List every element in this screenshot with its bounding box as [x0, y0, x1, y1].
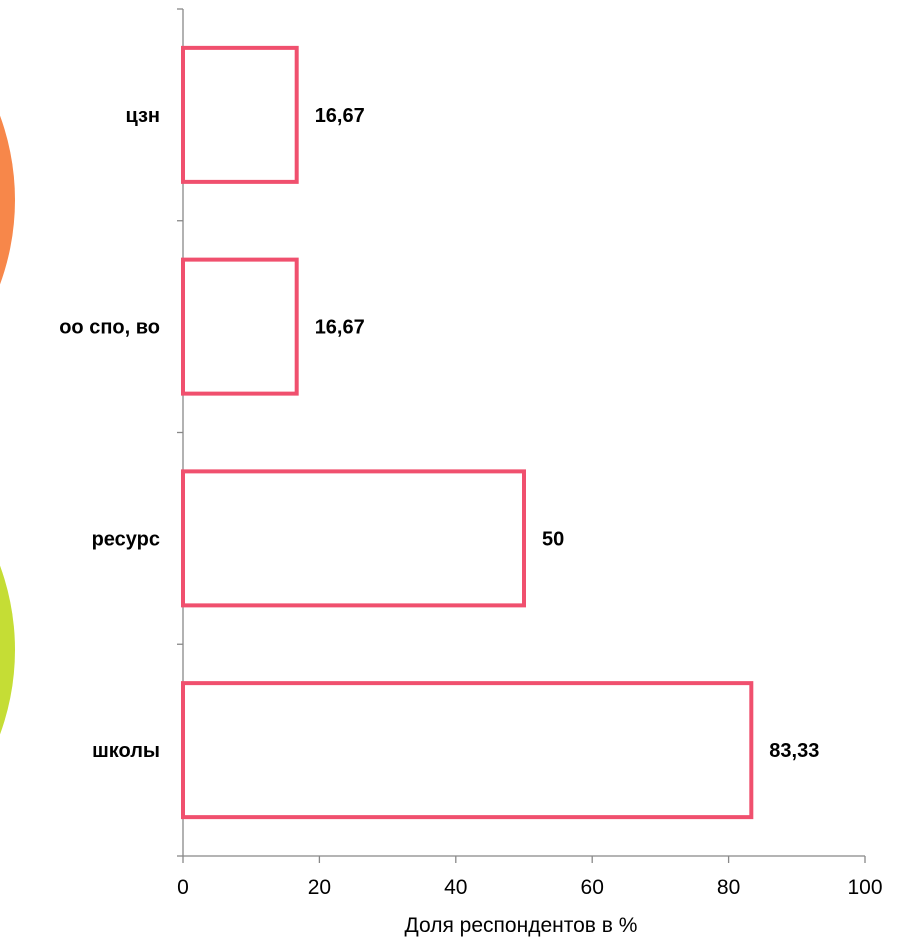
category-label: цзн [125, 105, 160, 127]
x-tick-label: 80 [717, 876, 740, 899]
chart-bars [181, 45, 754, 820]
x-tick-label: 20 [308, 876, 331, 899]
chart-axes: 0 20 40 60 80 100 [177, 8, 883, 899]
x-tick-label: 100 [847, 876, 882, 899]
lime-circle-decoration [0, 565, 15, 735]
data-label: 50 [542, 528, 564, 550]
data-label: 16,67 [315, 317, 365, 339]
category-label: ресурс [92, 528, 160, 550]
data-label: 83,33 [769, 740, 819, 762]
bar [181, 45, 299, 184]
category-label: оо спо, во [59, 317, 160, 339]
category-label: школы [92, 740, 160, 762]
x-tick-label: 0 [177, 876, 189, 899]
bar [181, 257, 299, 396]
x-axis-title: Доля респондентов в % [405, 914, 638, 937]
x-tick-label: 40 [444, 876, 467, 899]
chart-labels: цзн 16,67 оо спо, во 16,67 ресурс 50 школы 83,3… [59, 105, 819, 762]
data-label: 16,67 [315, 105, 365, 127]
orange-circle-decoration [0, 115, 15, 285]
bar [181, 681, 754, 820]
x-tick-label: 60 [581, 876, 604, 899]
bar [181, 469, 526, 608]
